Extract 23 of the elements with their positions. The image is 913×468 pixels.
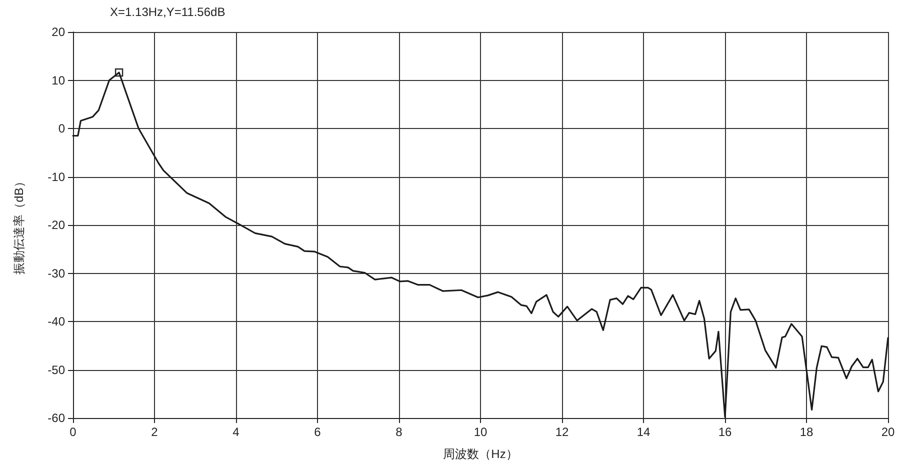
y-tick-label: -60 <box>48 411 66 425</box>
text: X=1.13Hz,Y=11.56dB <box>110 5 226 19</box>
x-tick-label: 14 <box>636 425 650 439</box>
x-tick-label: 4 <box>232 425 240 439</box>
x-tick-label: 18 <box>800 425 814 439</box>
y-tick-label: -30 <box>48 266 66 280</box>
x-axis-title: 周波数（Hz） <box>443 447 518 461</box>
x-tick-label: 0 <box>70 425 77 439</box>
x-tick-label: 20 <box>881 425 895 439</box>
y-axis-title: 振動伝達率（dB） <box>12 176 26 274</box>
y-tick-label: -40 <box>48 314 66 328</box>
x-tick-label: 2 <box>151 425 158 439</box>
y-tick-label: -10 <box>48 170 66 184</box>
x-tick-label: 10 <box>474 425 488 439</box>
y-tick-label: -50 <box>48 362 66 377</box>
y-tick-label: -20 <box>48 218 66 232</box>
x-tick-label: 8 <box>396 425 403 439</box>
x-tick-label: 6 <box>314 425 322 439</box>
y-tick-label: 20 <box>52 25 66 39</box>
y-tick-label: 0 <box>58 122 66 136</box>
y-tick-label: 10 <box>52 73 66 88</box>
x-tick-label: 12 <box>555 425 569 439</box>
x-tick-label: 16 <box>718 425 732 439</box>
